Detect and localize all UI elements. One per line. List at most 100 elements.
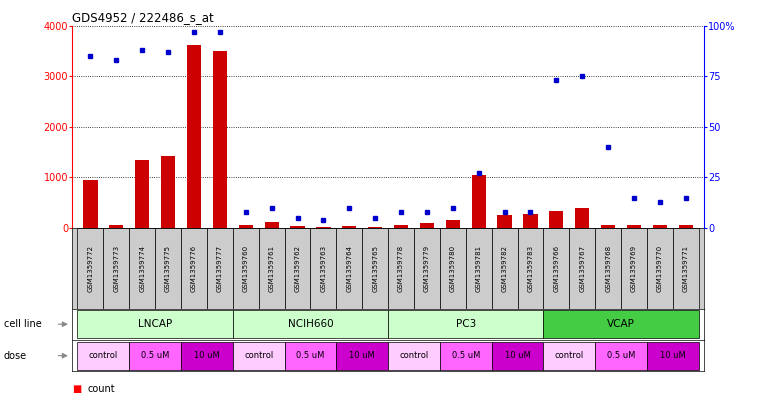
Text: GSM1359777: GSM1359777 [217,245,223,292]
Bar [595,342,647,370]
Text: 10 uM: 10 uM [505,351,530,360]
Text: GSM1359768: GSM1359768 [605,245,611,292]
Text: ■: ■ [72,384,81,393]
Text: GSM1359765: GSM1359765 [372,245,378,292]
Bar [543,228,569,309]
Text: GSM1359766: GSM1359766 [553,245,559,292]
Bar [265,222,279,228]
Bar [440,228,466,309]
Bar [679,225,693,228]
Bar [466,228,492,309]
Bar [601,226,615,228]
Text: 10 uM: 10 uM [194,351,220,360]
Text: GSM1359767: GSM1359767 [579,245,585,292]
Bar [213,51,227,228]
Text: dose: dose [4,351,27,361]
Text: GSM1359773: GSM1359773 [113,245,119,292]
Text: GSM1359763: GSM1359763 [320,245,326,292]
Bar [595,228,621,309]
Bar [621,228,647,309]
Bar [336,342,388,370]
Text: 10 uM: 10 uM [660,351,686,360]
Bar [647,342,699,370]
Bar [492,228,517,309]
Text: PC3: PC3 [456,319,476,329]
Text: 0.5 uM: 0.5 uM [451,351,480,360]
Bar [233,228,259,309]
Text: count: count [88,384,115,393]
Bar [317,227,330,228]
Text: GSM1359775: GSM1359775 [165,245,171,292]
Text: 0.5 uM: 0.5 uM [607,351,635,360]
Bar [446,220,460,228]
Bar [388,342,440,370]
Text: GSM1359782: GSM1359782 [501,245,508,292]
Bar [233,342,285,370]
Text: 0.5 uM: 0.5 uM [296,351,325,360]
Text: GSM1359761: GSM1359761 [269,245,275,292]
Text: GSM1359779: GSM1359779 [424,245,430,292]
Bar [239,226,253,228]
Bar [647,228,673,309]
Bar [414,228,440,309]
Bar [394,226,408,228]
Text: control: control [89,351,118,360]
Bar [83,180,97,228]
Text: GSM1359778: GSM1359778 [398,245,404,292]
Text: GSM1359772: GSM1359772 [88,245,94,292]
Text: control: control [555,351,584,360]
Text: control: control [244,351,273,360]
Text: GSM1359774: GSM1359774 [139,245,145,292]
Bar [492,342,543,370]
Bar [207,228,233,309]
Bar [233,310,388,338]
Bar [181,228,207,309]
Bar [285,228,310,309]
Bar [291,226,304,228]
Text: GSM1359783: GSM1359783 [527,245,533,292]
Bar [575,208,589,228]
Text: cell line: cell line [4,319,42,329]
Bar [362,228,388,309]
Text: GSM1359770: GSM1359770 [657,245,663,292]
Bar [388,310,543,338]
Bar [129,228,155,309]
Bar [181,342,233,370]
Text: 0.5 uM: 0.5 uM [141,351,169,360]
Bar [310,228,336,309]
Bar [135,160,149,228]
Bar [259,228,285,309]
Text: GSM1359762: GSM1359762 [295,245,301,292]
Bar [285,342,336,370]
Bar [653,225,667,228]
Text: GSM1359764: GSM1359764 [346,245,352,292]
Bar [187,45,201,228]
Bar [543,310,699,338]
Bar [673,228,699,309]
Text: 10 uM: 10 uM [349,351,375,360]
Bar [78,342,129,370]
Bar [524,214,537,228]
Bar [388,228,414,309]
Text: GSM1359760: GSM1359760 [243,245,249,292]
Bar [368,227,382,228]
Bar [549,211,563,228]
Bar [498,215,511,228]
Bar [420,223,434,228]
Bar [543,342,595,370]
Bar [78,310,233,338]
Bar [569,228,595,309]
Text: NCIH660: NCIH660 [288,319,333,329]
Text: LNCAP: LNCAP [138,319,172,329]
Text: GSM1359780: GSM1359780 [450,245,456,292]
Text: GSM1359769: GSM1359769 [631,245,637,292]
Bar [78,228,103,309]
Bar [472,175,486,228]
Bar [342,226,356,228]
Bar [103,228,129,309]
Bar [129,342,181,370]
Text: VCAP: VCAP [607,319,635,329]
Text: GSM1359781: GSM1359781 [476,245,482,292]
Text: GSM1359776: GSM1359776 [191,245,197,292]
Text: control: control [400,351,428,360]
